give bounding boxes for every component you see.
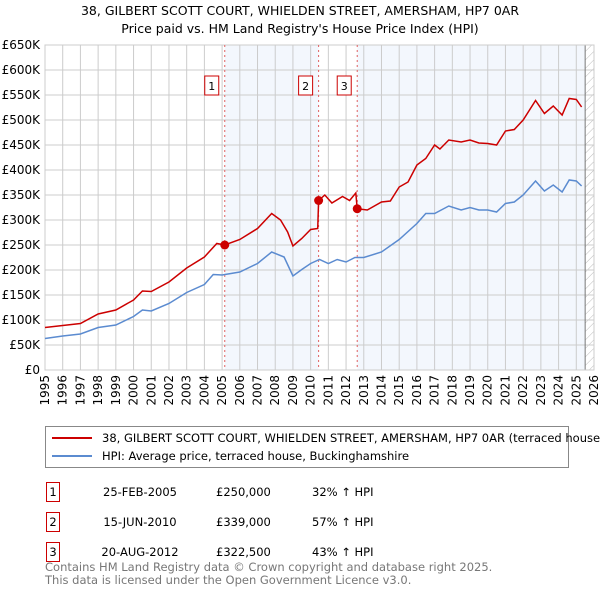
sale-number-badge: 1 [46, 482, 60, 502]
y-tick-label: £200K [2, 263, 42, 277]
x-tick-label: 2021 [498, 375, 512, 406]
price-chart: 1995 1996 1997 1998 1999 2000 2001 2002 2003 2004… [2, 38, 600, 406]
sale-date: 20-AUG-2012 [101, 545, 179, 559]
x-tick-label: 2006 [233, 375, 247, 406]
y-tick-label: £150K [2, 288, 42, 302]
x-tick-label: 2015 [392, 375, 406, 406]
sale-point [352, 204, 362, 214]
sale-hpi-diff: 32% ↑ HPI [312, 485, 374, 499]
x-tick-label: 2005 [215, 375, 229, 406]
sale-label: 3 [341, 80, 348, 93]
sale-point [314, 196, 324, 205]
y-tick-label: £450K [2, 138, 42, 152]
x-tick-label: 2023 [534, 375, 548, 406]
blue-line-swatch [52, 455, 92, 457]
legend-label: HPI: Average price, terraced house, Buck… [102, 449, 410, 463]
shaded-period [224, 45, 319, 370]
sale-label: 2 [302, 80, 309, 93]
x-tick-label: 1998 [91, 375, 105, 406]
y-tick-label: £100K [2, 313, 42, 327]
x-tick-label: 2017 [428, 375, 442, 406]
sale-label-box [298, 75, 314, 96]
x-tick-label: 2011 [321, 375, 335, 406]
sale-price: £339,000 [216, 515, 271, 529]
chart-title: 38, GILBERT SCOTT COURT, WHIELDEN STREET… [80, 3, 520, 18]
x-tick-label: 2024 [552, 375, 566, 406]
legend: 38, GILBERT SCOTT COURT, WHIELDEN STREET… [45, 426, 600, 468]
y-tick-label: £250K [2, 238, 42, 252]
x-tick-label: 2010 [304, 375, 318, 406]
x-tick-label: 2014 [374, 375, 388, 406]
y-tick-label: £0 [25, 363, 40, 377]
x-tick-label: 2003 [180, 375, 194, 406]
future-hatch [585, 45, 594, 370]
sale-price: £250,000 [216, 485, 271, 499]
x-tick-label: 2019 [463, 375, 477, 406]
y-tick-label: £400K [2, 163, 42, 177]
x-tick-label: 2009 [286, 375, 300, 406]
footer-licence: This data is licensed under the Open Gov… [45, 573, 412, 587]
sale-label-box [204, 75, 220, 96]
x-tick-label: 2013 [357, 375, 371, 406]
sale-date: 15-JUN-2010 [103, 515, 177, 529]
legend-item-property: 38, GILBERT SCOTT COURT, WHIELDEN STREET… [52, 430, 600, 446]
x-tick-label: 2004 [197, 375, 211, 406]
hpi-line [44, 179, 583, 340]
y-tick-label: £300K [2, 213, 42, 227]
x-tick-label: 2007 [251, 375, 265, 406]
y-tick-label: £50K [9, 338, 41, 352]
x-tick-label: 2000 [127, 375, 141, 406]
legend-label: 38, GILBERT SCOTT COURT, WHIELDEN STREET… [102, 431, 600, 445]
x-tick-label: 2025 [569, 375, 583, 406]
x-tick-label: 1997 [73, 375, 87, 406]
x-tick-label: 2012 [339, 375, 353, 406]
red-line-swatch [52, 437, 92, 439]
chart-subtitle: Price paid vs. HM Land Registry's House … [121, 21, 479, 36]
x-tick-label: 1995 [38, 375, 52, 406]
y-tick-label: £500K [2, 113, 42, 127]
sale-point [220, 240, 230, 250]
y-tick-label: £600K [2, 63, 42, 77]
sale-price: £322,500 [216, 545, 271, 559]
sale-number-badge: 2 [46, 512, 60, 532]
sale-number-badge: 3 [46, 542, 60, 562]
y-tick-label: £650K [2, 38, 42, 52]
sale-label: 1 [208, 80, 215, 93]
legend-item-hpi: HPI: Average price, terraced house, Buck… [52, 448, 409, 464]
y-tick-label: £550K [2, 88, 42, 102]
x-tick-label: 2020 [481, 375, 495, 406]
x-tick-label: 2022 [516, 375, 530, 406]
x-tick-label: 2002 [162, 375, 176, 406]
y-tick-label: £350K [2, 188, 42, 202]
property-price-line [44, 97, 583, 329]
sale-label-box [336, 75, 352, 96]
plot-frame [44, 44, 595, 371]
x-tick-label: 2008 [268, 375, 282, 406]
x-tick-label: 2026 [587, 375, 600, 406]
footer-copyright: Contains HM Land Registry data © Crown c… [45, 560, 493, 574]
x-tick-label: 1999 [109, 375, 123, 406]
x-tick-label: 2016 [410, 375, 424, 406]
x-tick-label: 1996 [56, 375, 70, 406]
x-tick-label: 2018 [445, 375, 459, 406]
sale-hpi-diff: 43% ↑ HPI [312, 545, 374, 559]
sale-hpi-diff: 57% ↑ HPI [312, 515, 374, 529]
sale-date: 25-FEB-2005 [103, 485, 177, 499]
x-tick-label: 2001 [144, 375, 158, 406]
